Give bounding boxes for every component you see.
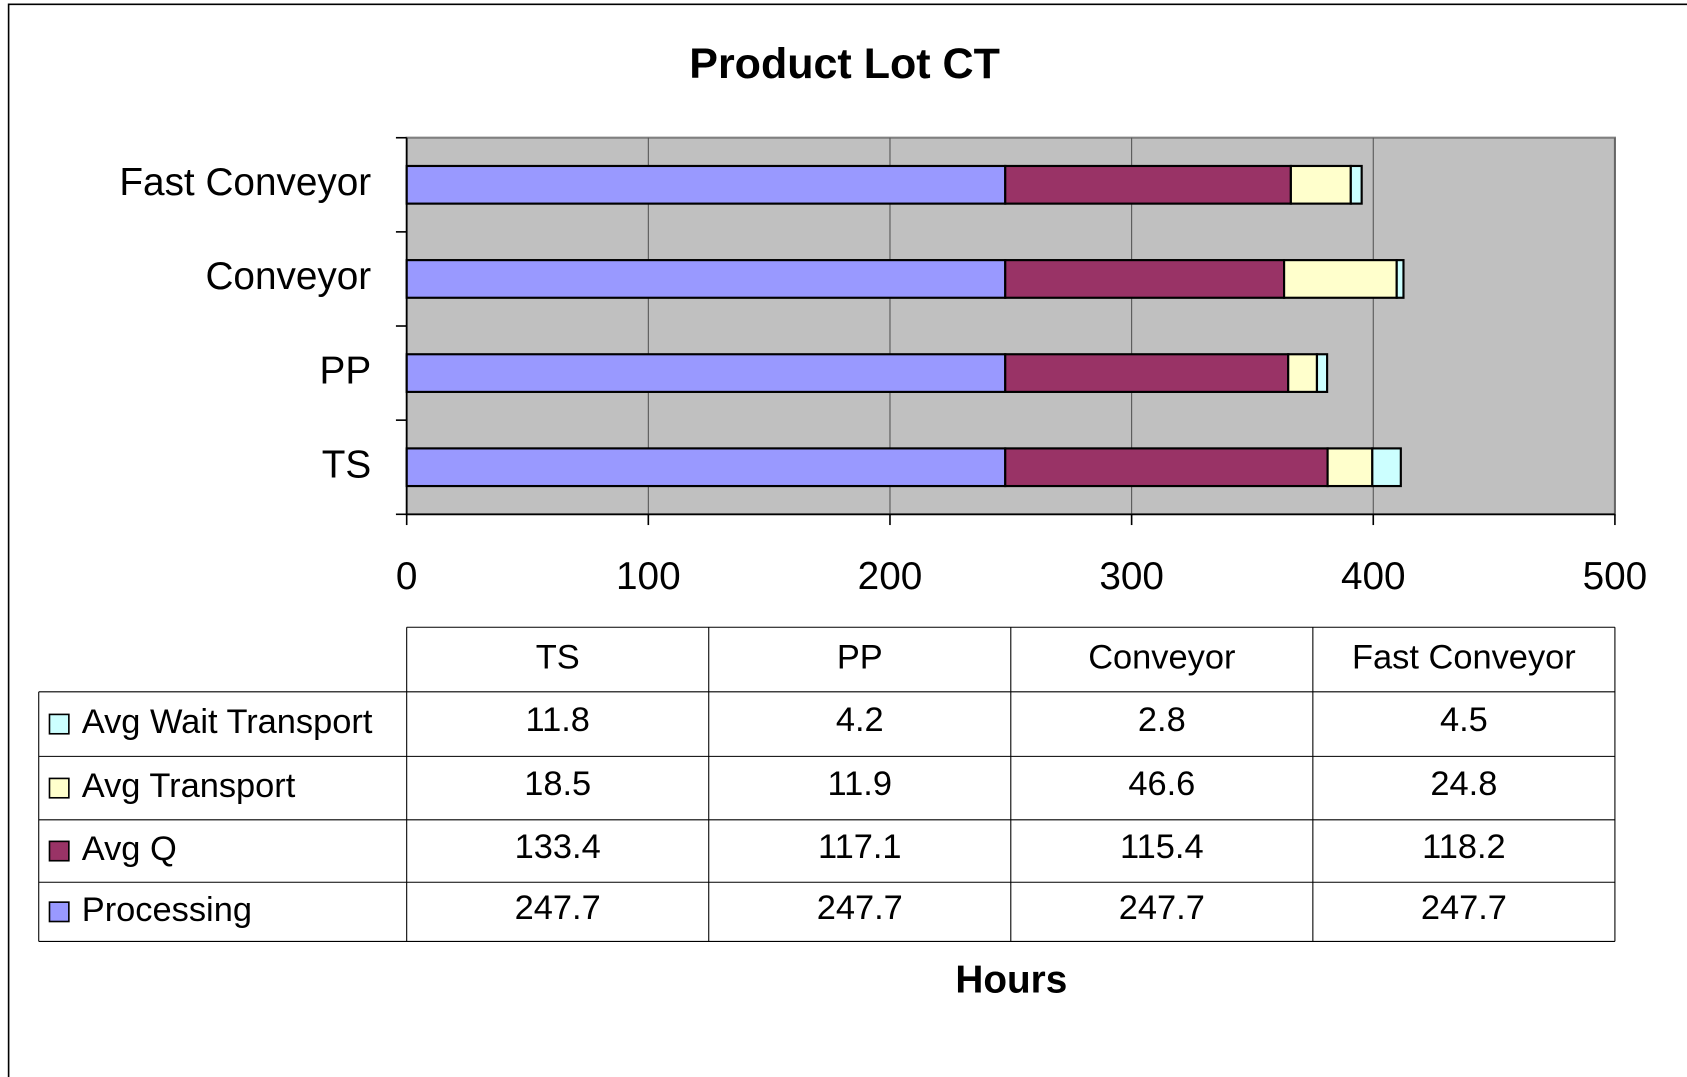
table-cell: 117.1 — [818, 828, 902, 866]
table-cell: 2.8 — [1138, 701, 1186, 739]
bar-segment — [1004, 447, 1329, 488]
table-cell: 11.8 — [526, 701, 590, 739]
table-cell: 46.6 — [1128, 765, 1195, 803]
table-cell: 247.7 — [817, 889, 903, 927]
bar-segment — [1395, 259, 1405, 299]
legend-swatch — [48, 901, 70, 923]
table-header: Fast Conveyor — [1352, 639, 1576, 677]
table-cell: 247.7 — [1421, 889, 1507, 927]
x-tick-label: 300 — [1099, 555, 1164, 598]
bar-segment — [1004, 353, 1290, 393]
legend-label: Processing — [82, 891, 252, 929]
bar-segment — [1287, 353, 1319, 393]
y-tick-label: TS — [322, 443, 371, 486]
x-tick-label: 100 — [616, 555, 681, 598]
table-cell: 115.4 — [1120, 828, 1204, 866]
x-tick-label: 200 — [858, 555, 923, 598]
bar-segment — [1349, 164, 1363, 205]
bar-segment — [1326, 447, 1374, 488]
chart-title: Product Lot CT — [689, 40, 1000, 88]
bar-segment — [1371, 447, 1402, 488]
table-cell: 18.5 — [524, 765, 591, 803]
bar-segment — [1289, 164, 1352, 205]
y-tick-label: Conveyor — [205, 255, 371, 298]
x-tick-label: 400 — [1341, 555, 1406, 598]
x-axis-label: Hours — [955, 959, 1067, 1002]
table-cell: 11.9 — [828, 765, 892, 803]
legend-label: Avg Wait Transport — [82, 703, 373, 741]
table-cell: 247.7 — [515, 889, 601, 927]
bar-segment — [405, 259, 1007, 299]
table-cell: 4.2 — [836, 701, 884, 739]
table-cell: 247.7 — [1119, 889, 1205, 927]
legend-swatch — [48, 840, 70, 862]
bar-segment — [1004, 164, 1292, 205]
table-header: PP — [837, 639, 883, 677]
legend-label: Avg Q — [82, 830, 177, 868]
table-cell: 133.4 — [515, 828, 601, 866]
table-cell: 24.8 — [1430, 765, 1497, 803]
bar-segment — [1283, 259, 1398, 299]
y-tick-label: Fast Conveyor — [119, 161, 371, 204]
bar-segment — [405, 164, 1007, 205]
bar-segment — [405, 353, 1007, 393]
table-header: TS — [536, 639, 580, 677]
legend-swatch — [48, 713, 70, 735]
y-tick-label: PP — [320, 349, 372, 392]
table-header: Conveyor — [1088, 639, 1235, 677]
table-cell: 4.5 — [1440, 701, 1488, 739]
legend-label: Avg Transport — [82, 767, 296, 805]
legend-swatch — [48, 777, 70, 799]
x-tick-label: 500 — [1583, 555, 1648, 598]
bar-segment — [1315, 353, 1329, 393]
bar-segment — [1004, 259, 1286, 299]
table-cell: 118.2 — [1422, 828, 1506, 866]
x-tick-label: 0 — [396, 555, 418, 598]
bar-segment — [405, 447, 1007, 488]
